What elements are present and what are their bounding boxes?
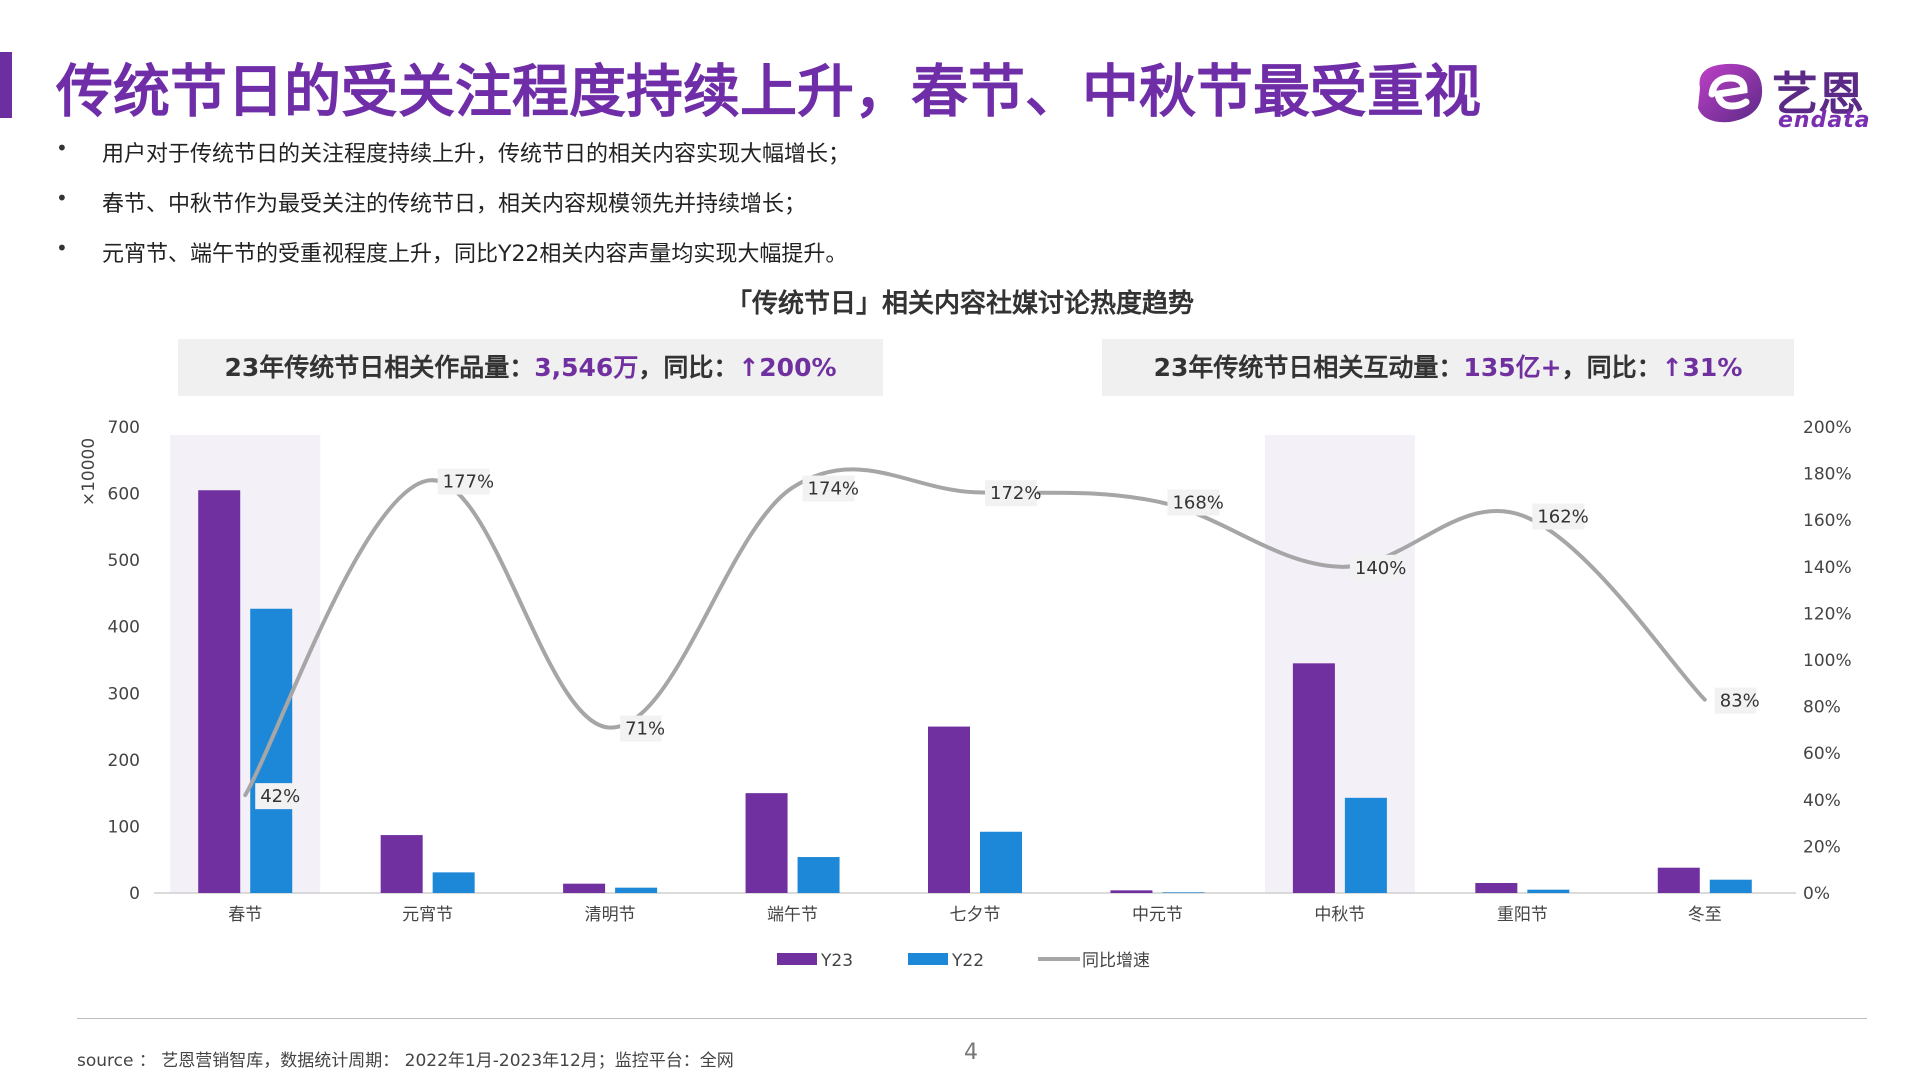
footer-divider <box>77 1018 1867 1019</box>
growth-data-label: 42% <box>260 786 300 807</box>
interaction-stat-box: 23年传统节日相关互动量：135亿+，同比：↑31% <box>1102 339 1794 396</box>
legend-label: Y22 <box>951 951 984 971</box>
y-left-tick-label: 600 <box>108 485 140 505</box>
y-right-tick-label: 60% <box>1803 744 1841 764</box>
works-stat-box: 23年传统节日相关作品量：3,546万，同比：↑200% <box>178 339 883 396</box>
bar-y22 <box>1162 892 1205 893</box>
growth-data-label: 83% <box>1720 691 1760 712</box>
title-accent-bar <box>0 52 12 118</box>
x-tick-label: 端午节 <box>767 905 818 925</box>
data-label-bg <box>1167 489 1220 516</box>
bar-y23 <box>563 883 606 893</box>
x-tick-label: 中元节 <box>1132 905 1183 925</box>
growth-data-label: 140% <box>1355 558 1406 579</box>
y-left-tick-label: 400 <box>108 618 140 638</box>
data-label-bg <box>255 783 297 810</box>
x-tick-label: 七夕节 <box>950 905 1001 925</box>
bar-y22 <box>980 831 1022 893</box>
bar-y23 <box>198 490 241 893</box>
growth-rate-line <box>243 467 1707 798</box>
summary-bullets: 用户对于传统节日的关注程度持续上升，传统节日的相关内容实现大幅增长； 春节、中秋… <box>56 136 850 286</box>
bar-y23 <box>928 726 970 893</box>
growth-data-label: 174% <box>808 479 859 500</box>
y-left-unit-label: ×10000 <box>79 438 99 506</box>
x-tick-label: 春节 <box>228 905 262 925</box>
bar-y22 <box>1527 889 1570 893</box>
legend-swatch-y23 <box>777 953 817 965</box>
bullet-item: 春节、中秋节作为最受关注的传统节日，相关内容规模领先并持续增长； <box>56 186 850 236</box>
bar-y23 <box>1292 663 1335 893</box>
y-right-tick-label: 200% <box>1803 418 1852 438</box>
highlight-band <box>1264 435 1415 893</box>
growth-data-label: 168% <box>1172 493 1223 514</box>
interaction-stat-change: ↑31% <box>1661 353 1743 382</box>
x-tick-label: 中秋节 <box>1314 905 1365 925</box>
bar-y22 <box>1344 797 1387 893</box>
y-right-tick-label: 80% <box>1803 698 1841 718</box>
y-right-tick-label: 180% <box>1803 465 1852 485</box>
growth-data-label: 172% <box>990 483 1041 504</box>
y-left-tick-label: 100 <box>108 817 140 837</box>
works-stat-change: ↑200% <box>738 353 837 382</box>
works-stat-mid: ，同比： <box>638 353 739 382</box>
x-tick-label: 清明节 <box>585 905 636 925</box>
legend-label: Y23 <box>820 951 853 971</box>
y-right-tick-label: 140% <box>1803 558 1852 578</box>
bar-y23 <box>1110 890 1153 893</box>
data-label-bg <box>802 475 855 502</box>
bar-y22 <box>1709 879 1752 893</box>
data-label-bg <box>437 468 490 495</box>
bar-y23 <box>1657 867 1700 893</box>
chart-title: 「传统节日」相关内容社媒讨论热度趋势 <box>725 289 1194 319</box>
y-left-tick-label: 500 <box>108 551 140 571</box>
bar-y22 <box>615 887 658 893</box>
source-note: source ： 艺恩营销智库，数据统计周期： 2022年1月-2023年12月… <box>77 1051 734 1071</box>
y-right-tick-label: 100% <box>1803 651 1852 671</box>
y-right-tick-label: 0% <box>1803 884 1830 904</box>
y-left-tick-label: 300 <box>108 684 140 704</box>
logo-subtitle: endata <box>1778 108 1871 133</box>
y-right-tick-label: 20% <box>1803 837 1841 857</box>
works-stat-value: 3,546万 <box>534 353 639 382</box>
bar-y22 <box>432 872 475 893</box>
y-right-tick-label: 120% <box>1803 604 1852 624</box>
data-label-bg <box>1714 687 1757 714</box>
interaction-stat-mid: ，同比： <box>1561 353 1662 382</box>
growth-data-label: 177% <box>443 472 494 493</box>
interaction-stat-prefix: 23年传统节日相关互动量： <box>1153 353 1464 382</box>
interaction-stat-value: 135亿+ <box>1463 353 1562 382</box>
data-label-bg <box>985 480 1037 507</box>
highlight-band <box>170 435 321 893</box>
legend-label: 同比增速 <box>1082 951 1150 971</box>
works-stat-prefix: 23年传统节日相关作品量： <box>224 353 535 382</box>
x-tick-label: 重阳节 <box>1497 905 1548 925</box>
bullet-item: 元宵节、端午节的受重视程度上升，同比Y22相关内容声量均实现大幅提升。 <box>56 236 850 286</box>
data-label-bg <box>620 715 662 742</box>
bar-y22 <box>797 857 840 893</box>
bullet-item: 用户对于传统节日的关注程度持续上升，传统节日的相关内容实现大幅增长； <box>56 136 850 186</box>
page-title: 传统节日的受关注程度持续上升，春节、中秋节最受重视 <box>56 59 1481 125</box>
data-label-bg <box>1532 503 1585 530</box>
y-right-tick-label: 40% <box>1803 791 1841 811</box>
y-right-tick-label: 160% <box>1803 511 1852 531</box>
growth-data-label: 162% <box>1537 507 1588 528</box>
page-number: 4 <box>964 1040 978 1065</box>
legend-swatch-y22 <box>908 953 948 965</box>
bar-y23 <box>1475 883 1518 893</box>
data-label-bg <box>1349 554 1402 581</box>
endata-logo: 艺恩 endata <box>1690 58 1880 133</box>
bar-y23 <box>380 835 423 893</box>
y-left-tick-label: 0 <box>129 884 140 904</box>
logo-name: 艺恩 <box>1772 67 1864 121</box>
bar-y23 <box>745 793 788 893</box>
y-left-tick-label: 200 <box>108 751 140 771</box>
bar-y22 <box>250 608 293 893</box>
y-left-tick-label: 700 <box>108 418 140 438</box>
endata-logo-icon <box>1698 63 1763 123</box>
x-tick-label: 元宵节 <box>402 905 453 925</box>
growth-data-label: 71% <box>625 719 665 740</box>
x-tick-label: 冬至 <box>1688 905 1722 925</box>
